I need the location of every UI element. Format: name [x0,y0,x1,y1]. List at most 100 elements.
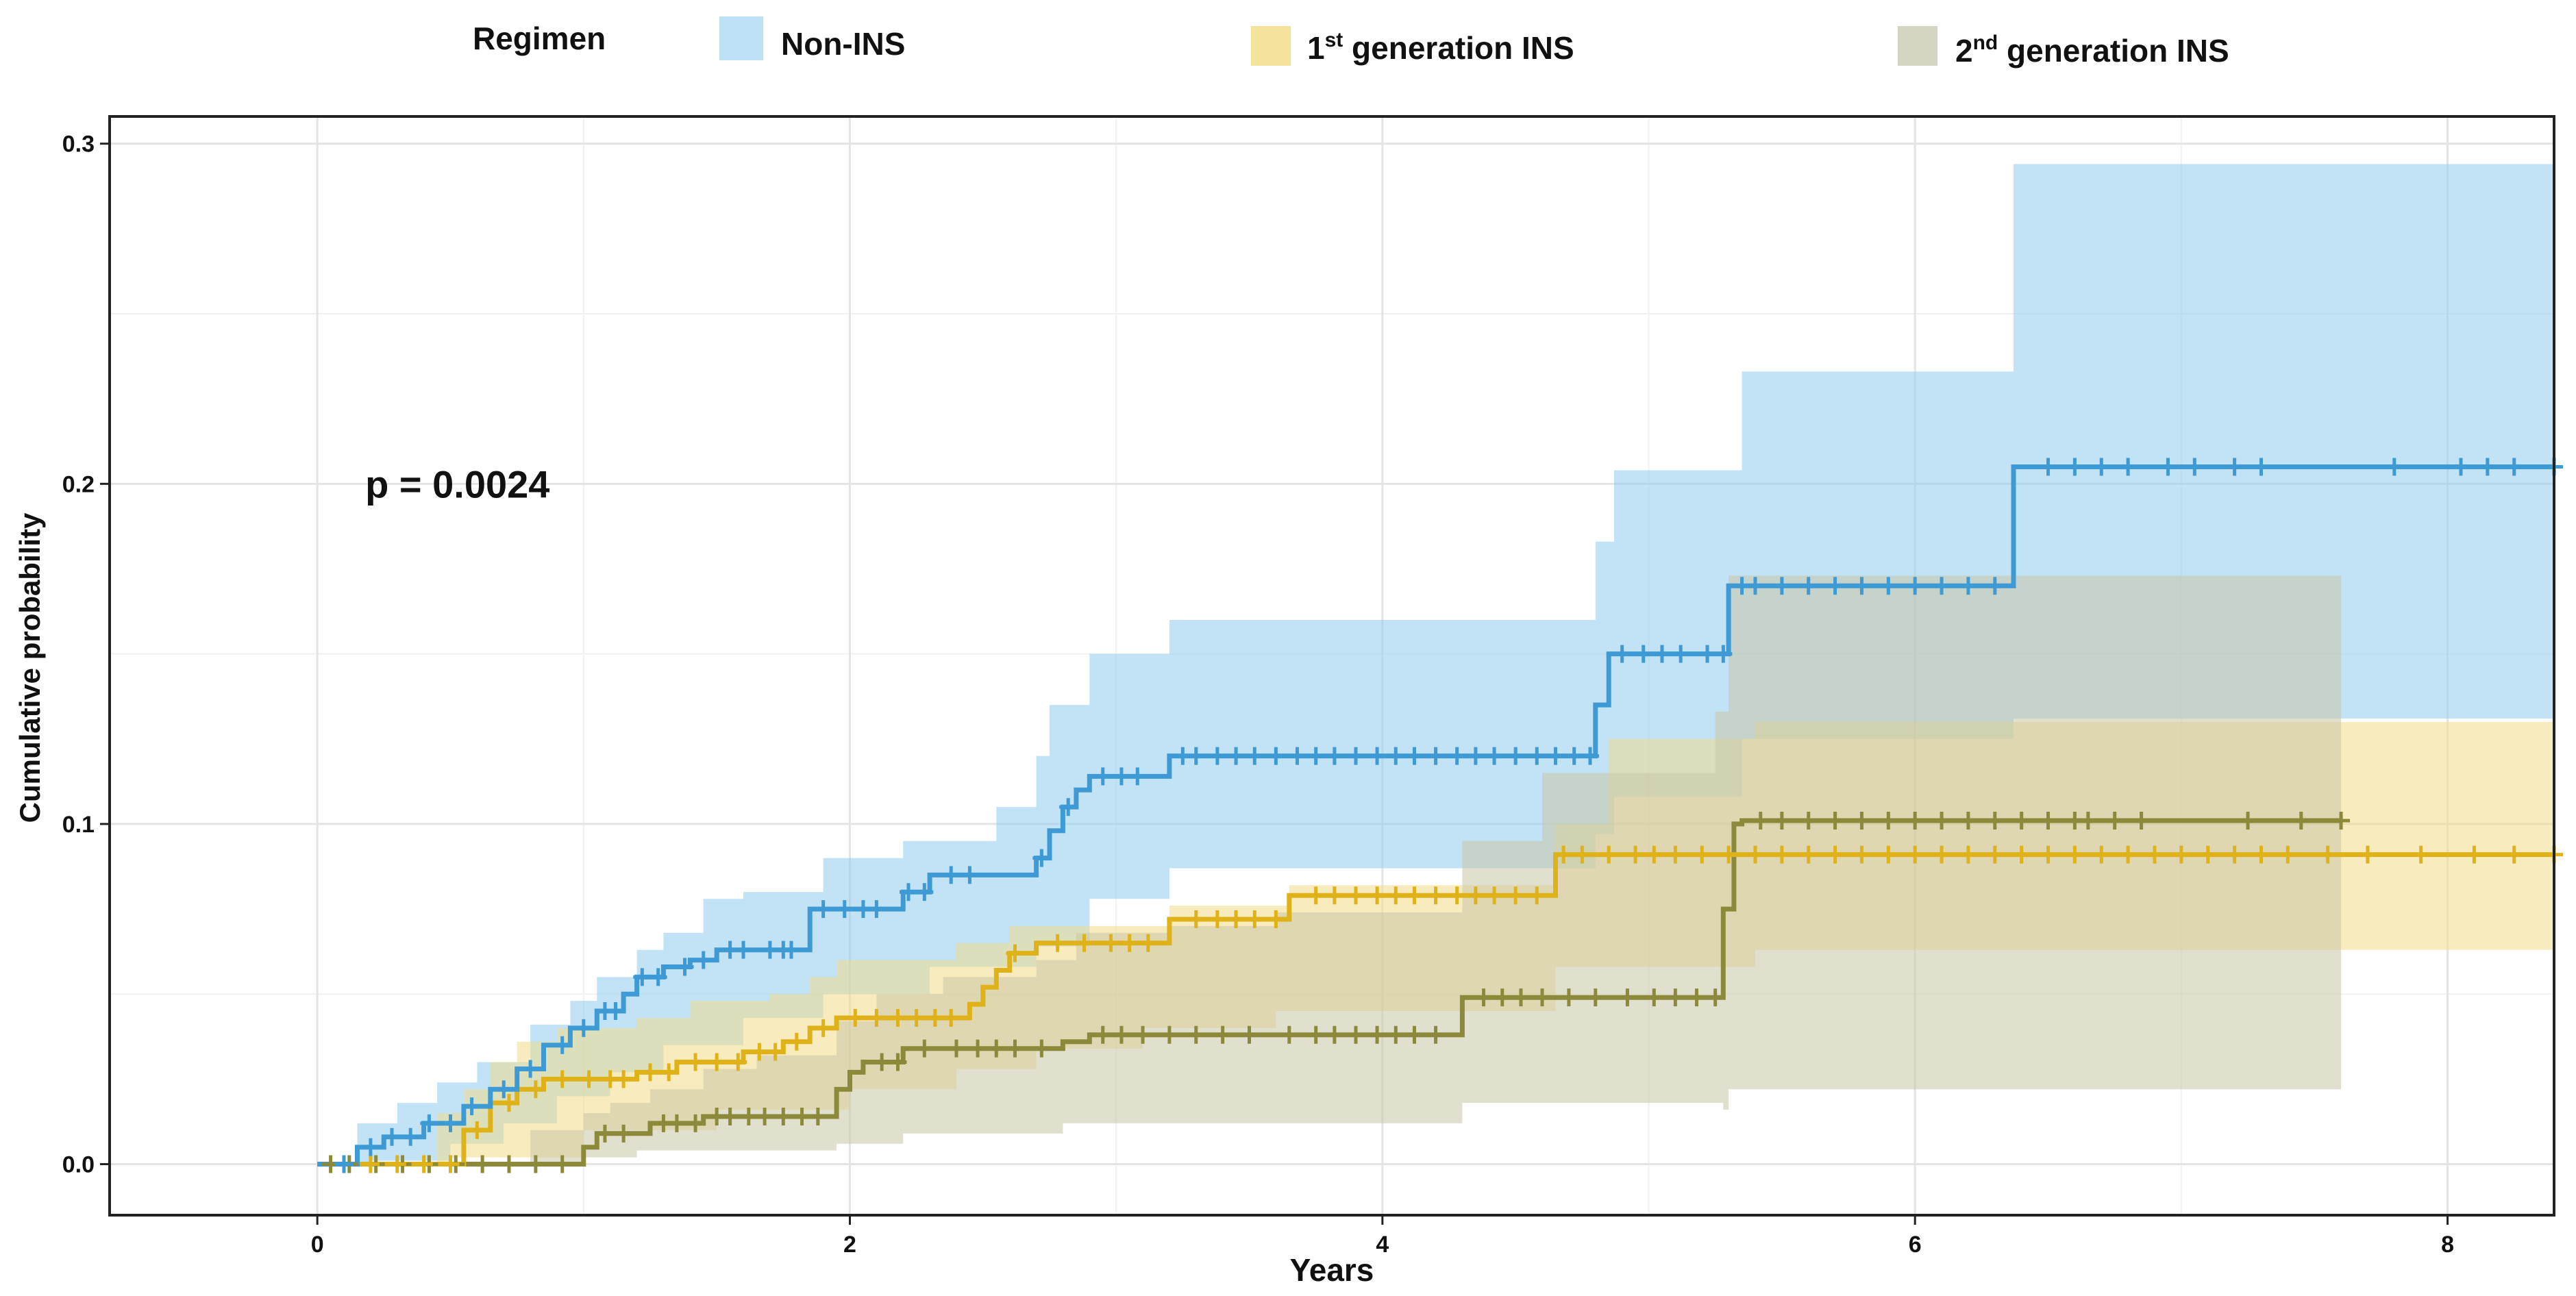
x-axis: 0 2 4 6 8 [311,1215,2454,1258]
censor-mark-1 [2039,458,2057,476]
censor-mark-1 [2451,458,2470,476]
censor-mark-1 [382,1127,401,1146]
censor-mark-3 [969,1039,987,1058]
censor-mark-1 [335,1155,354,1173]
censor-mark-1 [2092,458,2111,476]
censor-mark-3 [1405,1025,1424,1044]
censor-mark-1 [1959,577,1977,595]
censor-mark-3 [808,1107,827,1125]
censor-mark-1 [2159,458,2177,476]
censor-mark-1 [1448,747,1466,765]
step-line-1 [317,464,2554,1167]
censor-mark-2 [1645,845,1663,864]
censor-mark-2 [1720,845,1738,864]
censor-mark-1 [1799,577,1818,595]
censor-mark-1 [2505,458,2523,476]
censor-mark-1 [2066,458,2084,476]
y-tick-label: 0.2 [62,471,95,497]
censor-mark-1 [915,883,934,901]
censor-mark-2 [615,1070,633,1088]
censor-mark-3 [915,1039,934,1058]
censor-mark-1 [835,900,854,919]
censor-mark-3 [1213,1025,1232,1044]
censor-mark-3 [889,1053,907,1071]
y-tick-label: 0.1 [62,812,95,838]
censor-mark-1 [2478,458,2497,476]
censor-mark-2 [1746,845,1764,864]
censor-mark-2 [1879,845,1898,864]
confidence-band-3 [317,575,2342,1164]
censor-mark-3 [1387,1025,1405,1044]
censor-mark-2 [1693,845,1711,864]
censor-mark-3 [1826,811,1844,830]
censor-mark-1 [694,951,713,969]
censor-mark-1 [1581,747,1600,765]
censor-mark-3 [1985,811,2004,830]
censor-mark-1 [942,866,961,884]
censor-mark-2 [1187,910,1205,928]
censor-mark-1 [1325,747,1343,765]
censor-mark-2 [1906,845,1924,864]
censor-mark-1 [1059,798,1078,817]
censor-mark-2 [1346,886,1365,905]
censor-mark-1 [2252,458,2270,476]
censor-mark-3 [1032,1039,1051,1058]
censor-mark-1 [633,968,652,986]
censor-mark-2 [942,1008,961,1027]
censor-mark-3 [473,1155,492,1173]
censor-mark-3 [1906,811,1924,830]
censor-mark-1 [1267,747,1285,765]
censor-mark-2 [1555,845,1573,864]
y-axis-title: Cumulative probability [14,512,46,823]
legend-label-non-ins: Non-INS [781,26,905,62]
censor-mark-2 [2145,845,2164,864]
x-tick-label: 6 [1909,1232,1922,1258]
censor-mark-3 [1533,988,1552,1007]
censor-mark-2 [2066,845,2084,864]
censor-mark-2 [1666,845,1685,864]
censor-mark-2 [1208,910,1226,928]
censor-mark-1 [1405,747,1424,765]
censor-mark-1 [1288,747,1306,765]
censor-mark-2 [2119,845,2138,864]
censor-mark-2 [766,1043,784,1061]
censor-mark-2 [1507,886,1525,905]
censor-mark-3 [1240,1025,1259,1044]
censor-mark-2 [1306,886,1325,905]
censor-mark-3 [1306,1025,1325,1044]
censor-mark-3 [2079,811,2097,830]
censor-mark-2 [750,1043,769,1061]
censor-mark-3 [1346,1025,1365,1044]
censor-mark-2 [1246,910,1264,928]
censor-mark-1 [1246,747,1264,765]
censor-mark-3 [947,1039,965,1058]
censor-mark-1 [1906,577,1924,595]
censor-mark-2 [1006,944,1024,962]
censor-mark-1 [1426,747,1445,765]
censor-mark-1 [420,1114,438,1132]
censor-mark-1 [1672,645,1690,663]
censor-mark-1 [676,958,694,976]
censor-mark-2 [641,1063,660,1082]
censor-mark-1 [1466,747,1485,765]
censor-mark-1 [1528,747,1546,765]
censor-mark-3 [1879,811,1898,830]
censor-mark-2 [361,1155,380,1173]
censor-mark-1 [1346,747,1365,765]
censor-mark-3 [1368,1025,1387,1044]
censor-mark-2 [580,1070,598,1088]
censor-mark-2 [2358,845,2377,864]
x-tick-label: 8 [2441,1232,2454,1258]
censor-mark-2 [1799,845,1818,864]
censor-mark-1 [1032,849,1051,867]
censor-mark-2 [1573,845,1592,864]
censor-mark-3 [526,1155,545,1173]
censor-mark-3 [1959,811,1977,830]
censor-mark-2 [500,1094,519,1112]
censor-mark-1 [867,900,886,919]
x-tick-label: 4 [1376,1232,1389,1258]
censor-mark-1 [574,1019,593,1037]
legend-label-2nd-gen: 2nd generation INS [1955,32,2229,68]
censor-mark-2 [2279,845,2297,864]
